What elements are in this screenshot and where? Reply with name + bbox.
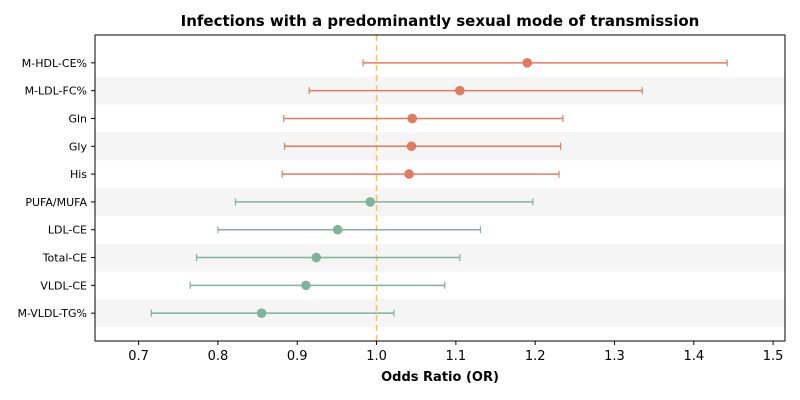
odds-ratio-point [404, 169, 414, 179]
x-tick-label: 1.2 [525, 349, 546, 364]
x-axis-label: Odds Ratio (OR) [381, 370, 499, 385]
y-tick-label: VLDL-CE [40, 279, 87, 292]
odds-ratio-point [365, 197, 376, 207]
odds-ratio-point [407, 113, 418, 124]
y-tick-label: Gly [69, 140, 88, 153]
y-tick-label: Total-CE [42, 252, 87, 265]
x-tick-label: 1.0 [366, 349, 387, 364]
x-tick-label: 0.8 [208, 349, 229, 364]
x-tick-label: 1.3 [604, 349, 625, 364]
plot-frame [94, 34, 786, 342]
x-tick-label: 1.1 [446, 349, 467, 364]
x-tick-label: 0.9 [287, 349, 308, 364]
odds-ratio-point [311, 252, 322, 263]
x-axis-ticks: 0.7 0.8 0.9 1.0 1.1 1.2 1.3 1.4 1.5 [128, 341, 783, 364]
y-axis-ticks: M-HDL-CE% M-LDL-FC% Gln Gly His PUFA/MUFA LDL-… [17, 57, 95, 320]
odds-ratio-point [455, 85, 465, 96]
y-tick-label: Gln [68, 112, 87, 125]
chart-title: Infections with a predominantly sexual m… [181, 12, 700, 30]
data-rows [150, 58, 728, 318]
odds-ratio-point [522, 58, 533, 68]
y-tick-label: M-HDL-CE% [22, 57, 87, 70]
y-tick-label: LDL-CE [48, 224, 87, 237]
y-tick-label: M-LDL-FC% [25, 85, 87, 98]
odds-ratio-point [301, 280, 311, 291]
y-tick-label: PUFA/MUFA [25, 196, 87, 209]
y-tick-label: His [70, 168, 87, 181]
odds-ratio-point [406, 141, 417, 152]
odds-ratio-point [256, 308, 267, 318]
x-tick-label: 0.7 [128, 349, 149, 364]
odds-ratio-point [332, 224, 343, 235]
x-tick-label: 1.5 [763, 349, 784, 364]
x-tick-label: 1.4 [683, 349, 704, 364]
y-tick-label: M-VLDL-TG% [17, 307, 87, 320]
